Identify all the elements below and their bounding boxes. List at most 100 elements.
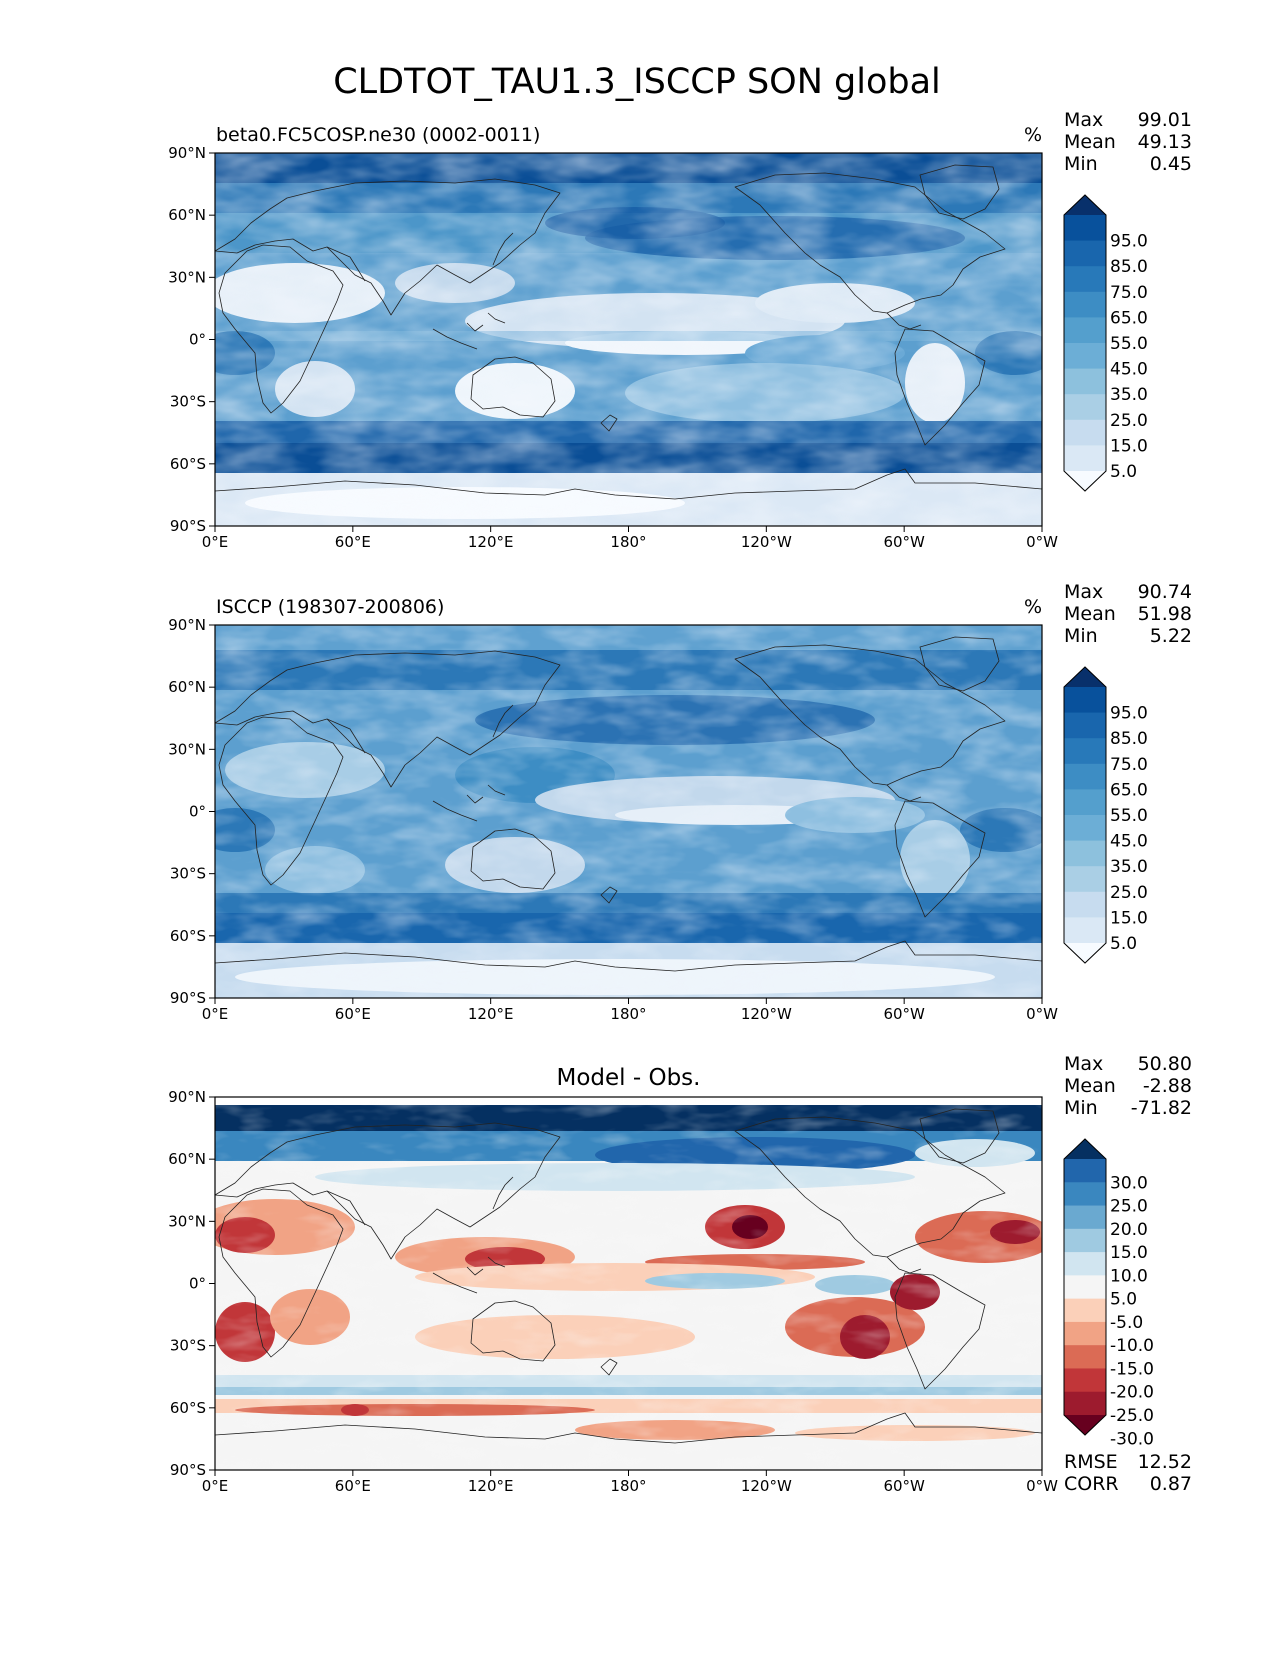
y-tick-label: 30°S [170,393,206,411]
stat-value-corr: 0.87 [1150,1473,1192,1495]
stat-value-max: 99.01 [1138,109,1192,131]
colorbar-tick-label: 15.0 [1110,1243,1148,1263]
y-tick-label: 90°N [168,1088,206,1106]
stat-label-min: Min [1064,625,1098,647]
colorbar-segment [1064,763,1106,790]
colorbar-tick-label: 35.0 [1110,385,1148,405]
y-tick-label: 60°S [170,455,206,473]
stat-value-mean: 51.98 [1138,603,1192,625]
colorbar-tick-label: 75.0 [1110,755,1148,775]
colorbar-segment [1064,866,1106,893]
x-tick-label: 0°E [202,1005,229,1023]
panel-label: Model - Obs. [557,1065,701,1091]
units-label: % [1024,124,1042,146]
panel-obs [214,624,1043,999]
colorbar-tick-label: 65.0 [1110,780,1148,800]
stat-value-rmse: 12.52 [1138,1451,1192,1473]
colorbar-segment [1064,891,1106,918]
y-tick-label: 60°N [168,206,206,224]
colorbar-segment [1064,1228,1106,1253]
colorbar-tick-label: 35.0 [1110,857,1148,877]
colorbar-segment [1064,266,1106,293]
stat-value-min: 0.45 [1150,153,1192,175]
figure-title: CLDTOT_TAU1.3_ISCCP SON global [333,62,941,102]
x-tick-label: 120°E [468,1005,514,1023]
colorbar-segment [1064,1368,1106,1393]
y-tick-label: 90°S [170,989,206,1007]
colorbar-segment [1064,815,1106,842]
stat-value-min: 5.22 [1150,625,1192,647]
colorbar-tick-label: 15.0 [1110,436,1148,456]
stat-label-rmse: RMSE [1064,1451,1118,1473]
x-tick-label: 120°W [741,533,792,551]
colorbar-segment [1064,215,1106,242]
colorbar-tick-label: 55.0 [1110,806,1148,826]
y-tick-label: 60°N [168,1150,206,1168]
y-tick-label: 30°S [170,1337,206,1355]
stat-value-max: 90.74 [1138,581,1192,603]
x-tick-label: 0°W [1026,1477,1058,1495]
colorbar-extend-top [1064,1139,1106,1159]
y-tick-label: 30°N [168,1212,206,1230]
y-tick-label: 60°S [170,927,206,945]
colorbar-segment [1064,1275,1106,1300]
colorbar-segment [1064,394,1106,421]
stat-label-max: Max [1064,109,1103,131]
colorbar-tick-label: 5.0 [1110,1290,1137,1310]
panel-label: beta0.FC5COSP.ne30 (0002-0011) [216,124,540,146]
colorbar-segment [1064,419,1106,446]
stat-label-corr: CORR [1064,1473,1119,1495]
colorbar-tick-label: -25.0 [1110,1406,1154,1426]
x-tick-label: 180° [610,533,646,551]
stat-label-mean: Mean [1064,131,1116,153]
y-tick-label: 90°N [168,144,206,162]
y-tick-label: 0° [189,331,206,349]
y-tick-label: 90°S [170,517,206,535]
stat-label-min: Min [1064,153,1098,175]
colorbar-extend-bottom [1064,471,1106,491]
colorbar-outline [1063,1138,1107,1436]
y-tick-label: 90°S [170,1461,206,1479]
x-tick-label: 120°W [741,1477,792,1495]
colorbar-segment [1064,1205,1106,1230]
colorbar-tick-label: 55.0 [1110,334,1148,354]
x-tick-label: 60°W [883,1477,925,1495]
colorbar-segment [1064,1321,1106,1346]
colorbar-segment [1064,291,1106,318]
colorbar-segment [1064,738,1106,765]
colorbar-segment [1064,445,1106,472]
y-tick-label: 60°S [170,1399,206,1417]
colorbar-tick-label: -20.0 [1110,1383,1154,1403]
panel-label: ISCCP (198307-200806) [216,596,444,618]
x-tick-label: 180° [610,1477,646,1495]
colorbar-tick-label: 45.0 [1110,360,1148,380]
x-tick-label: 60°W [883,533,925,551]
stat-label-mean: Mean [1064,603,1116,625]
stat-label-mean: Mean [1064,1075,1116,1097]
x-tick-label: 60°E [335,1005,371,1023]
panel-diff [214,1096,1043,1471]
map-field-diff [215,1097,1042,1470]
y-tick-label: 0° [189,1275,206,1293]
y-tick-label: 90°N [168,616,206,634]
stat-value-mean: 49.13 [1138,131,1192,153]
x-tick-label: 120°E [468,533,514,551]
colorbar-tick-label: 25.0 [1110,1197,1148,1217]
colorbar-segment [1064,712,1106,739]
colorbar-segment [1064,317,1106,344]
colorbar-outline [1063,194,1107,492]
colorbar-tick-label: 25.0 [1110,411,1148,431]
x-tick-label: 60°E [335,1477,371,1495]
x-tick-label: 60°W [883,1005,925,1023]
colorbar-tick-label: 95.0 [1110,704,1148,724]
chart-annotations: 0°E 60°E 120°E 180° 120°W 60°W 0°W 90°N 60°N 30°N… [168,109,1192,1495]
stat-label-max: Max [1064,1053,1103,1075]
colorbar-extend-bottom [1064,943,1106,963]
colorbar-tick-label: 25.0 [1110,883,1148,903]
x-tick-label: 0°E [202,533,229,551]
stat-label-min: Min [1064,1097,1098,1119]
colorbar-tick-label: -30.0 [1110,1429,1154,1449]
stat-label-max: Max [1064,581,1103,603]
colorbar-extend-top [1064,195,1106,215]
colorbar-tick-label: 85.0 [1110,729,1148,749]
